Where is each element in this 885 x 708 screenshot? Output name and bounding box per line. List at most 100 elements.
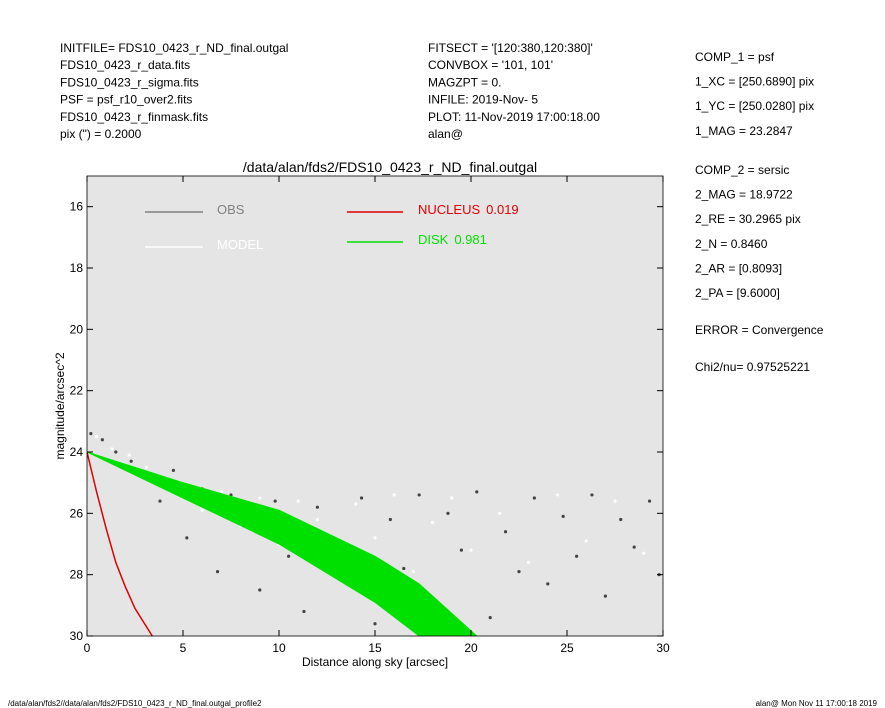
data-point [603,594,608,598]
x-tick-label: 5 [180,641,187,655]
x-tick-label: 15 [368,641,382,655]
data-point [315,505,319,509]
component-line [87,451,153,636]
data-point [431,520,435,525]
x-tick-label: 25 [560,641,574,655]
data-point [642,551,646,555]
header-line: FITSECT = '[120:380,120:380]' [428,41,593,55]
fit-parameter: 2_MAG = 18.9722 [695,188,793,202]
data-point [373,622,377,626]
data-point [575,554,579,558]
x-tick-label: 20 [464,641,478,655]
data-point [185,536,189,540]
data-point [200,508,204,512]
y-tick-label: 22 [70,384,84,398]
fit-parameter: COMP_2 = sersic [695,163,789,177]
data-point [95,435,99,439]
data-point [89,432,93,436]
legend-label: NUCLEUS 0.019 [418,202,519,217]
data-point [258,496,262,500]
data-point [446,511,450,515]
component-name: DISK [418,232,449,247]
data-point [619,517,623,522]
x-tick-label: 30 [656,641,670,655]
fit-parameter: 1_XC = [250.6890] pix [695,75,814,89]
data-point [417,493,421,497]
data-point [555,493,560,497]
data-point [546,582,550,586]
data-point [503,530,508,534]
data-point [158,499,162,503]
plot-inner [87,432,661,636]
data-point [469,548,473,552]
header-line: PLOT: 11-Nov-2019 17:00:18.00 [428,110,600,124]
header-line: FDS10_0423_r_sigma.fits [60,75,199,89]
component-fraction: 0.019 [486,202,519,217]
fit-parameter: 2_AR = [0.8093] [695,261,782,275]
data-point [110,447,114,451]
y-axis-label: magnitude/arcsec^2 [53,352,67,459]
fit-parameter: 2_N = 0.8460 [695,237,768,251]
data-point [219,490,223,494]
legend-label: MODEL [217,237,263,252]
header-line: FDS10_0423_r_finmask.fits [60,110,208,124]
y-tick-label: 30 [70,629,84,643]
header-line: INITFILE= FDS10_0423_r_ND_final.outgal [60,41,288,55]
header-line: FDS10_0423_r_data.fits [60,58,190,72]
data-point [459,548,463,552]
y-tick-label: 18 [70,261,84,275]
header-line: CONVBOX = '101, 101' [428,58,553,72]
data-point [171,468,175,472]
fit-parameter: 2_PA = [9.6000] [695,286,780,300]
y-tick-label: 16 [70,200,84,214]
header-line: INFILE: 2019-Nov- 5 [428,93,538,107]
x-axis-label: Distance along sky [arcsec] [302,655,448,669]
data-point [613,499,617,503]
data-point [411,570,415,574]
fit-parameter: 2_RE = 30.2965 pix [695,212,801,226]
data-point [488,616,492,620]
data-point [647,499,652,503]
legend-label: OBS [217,202,245,217]
header-line: MAGZPT = 0. [428,75,501,89]
x-tick-label: 0 [84,641,91,655]
data-point [527,560,531,565]
data-point [388,517,392,522]
data-point [498,511,502,515]
data-point [129,459,133,463]
y-tick-label: 20 [70,322,84,336]
y-tick-label: 24 [70,445,84,459]
component-band [87,451,478,636]
plot: 0 5 10 15 20 25 30 16 18 20 22 24 26 28 30 OBS MODEL NUCL… [70,175,670,655]
header-line: pix (") = 0.2000 [60,127,142,141]
component-fraction: 0.981 [454,232,487,247]
data-point [258,588,262,592]
header-line: alan@ [428,127,463,141]
data-point [450,496,454,500]
data-point [584,539,588,543]
data-point [273,499,277,503]
footer-left: /data/alan/fds2//data/alan/fds2/FDS10_04… [8,699,262,708]
footer-right: alan@ Mon Nov 11 17:00:18 2019 [756,699,878,708]
fit-parameter: Chi2/nu= 0.97525221 [695,360,810,374]
data-point [590,493,594,497]
data-point [114,450,118,454]
component-name: NUCLEUS [418,202,480,217]
data-point [287,554,291,558]
y-tick-label: 28 [70,568,84,582]
data-point [532,496,536,500]
fit-parameter: 1_YC = [250.0280] pix [695,99,814,113]
header-line: PSF = psf_r10_over2.fits [60,93,192,107]
data-point [354,502,358,506]
data-point [561,514,565,519]
data-point [402,566,406,571]
legend-label: DISK 0.981 [418,232,487,247]
data-point [392,493,396,497]
fit-parameter: 1_MAG = 23.2847 [695,124,793,138]
fit-parameter: COMP_1 = psf [695,50,775,64]
data-point [315,517,319,522]
x-tick-label: 10 [272,641,286,655]
y-tick-label: 26 [70,506,84,520]
data-point [215,570,220,574]
